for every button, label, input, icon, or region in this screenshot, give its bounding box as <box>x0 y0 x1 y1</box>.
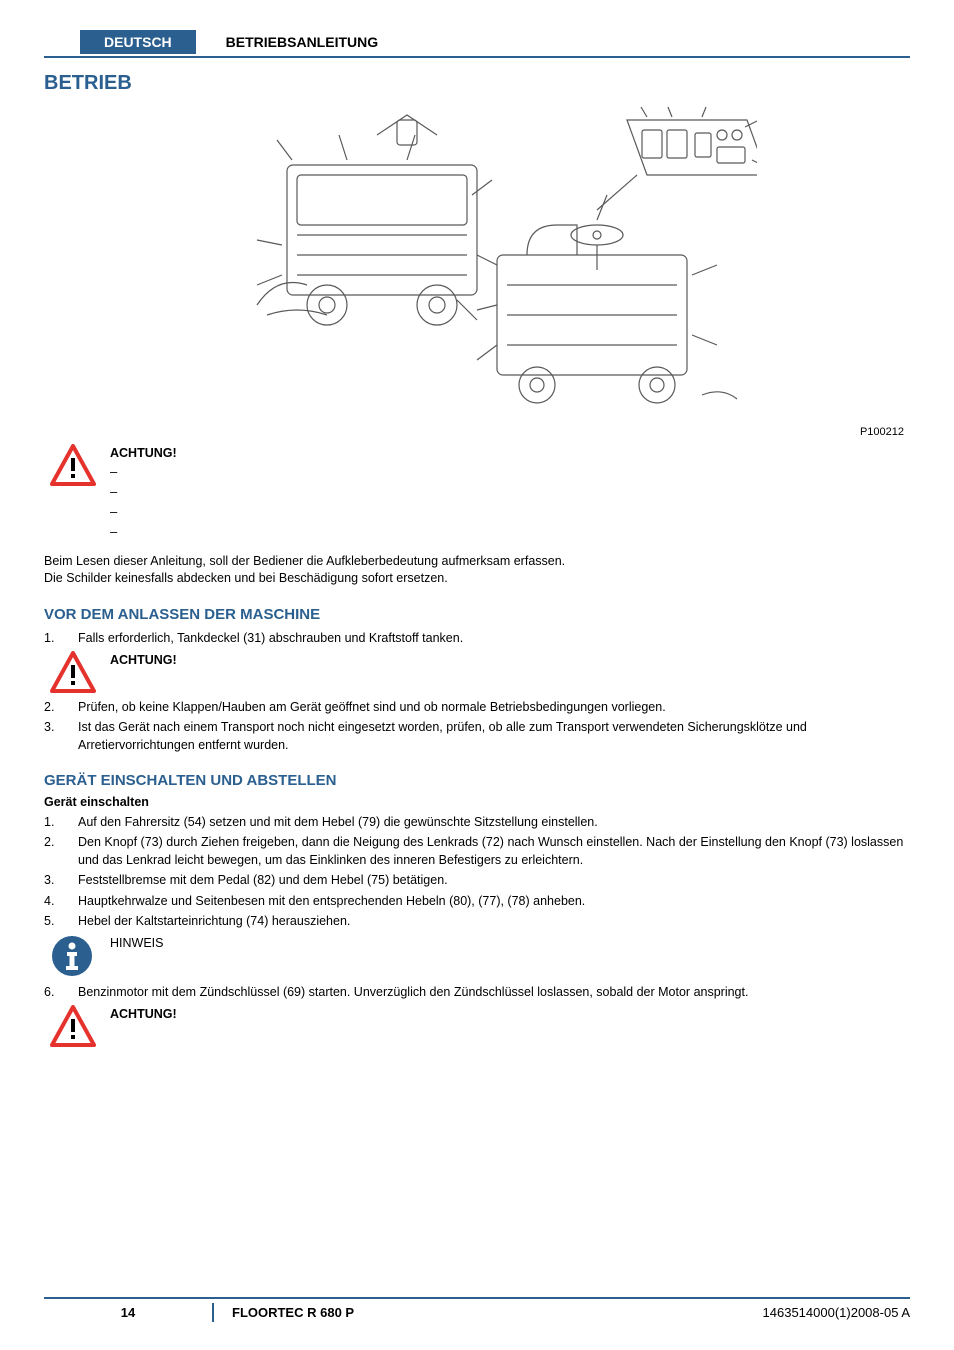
list-item: Benzinmotor mit dem Zündschlüssel (69) s… <box>78 983 910 1001</box>
warning-icon <box>50 651 96 698</box>
warning-dash-list <box>110 462 910 543</box>
page-header: DEUTSCH BETRIEBSANLEITUNG <box>44 30 910 58</box>
list-item: Falls erforderlich, Tankdeckel (31) absc… <box>78 629 910 647</box>
list-item: Den Knopf (73) durch Ziehen freigeben, d… <box>78 833 910 869</box>
page-footer: 14 FLOORTEC R 680 P 1463514000(1)2008-05… <box>44 1297 910 1322</box>
product-name: FLOORTEC R 680 P <box>214 1305 763 1320</box>
language-tab: DEUTSCH <box>80 30 196 54</box>
warning-icon <box>50 1005 96 1052</box>
warning-label: ACHTUNG! <box>110 446 910 460</box>
warning-label: ACHTUNG! <box>110 653 910 667</box>
before-start-list-2: Prüfen, ob keine Klappen/Hauben am Gerät… <box>44 698 910 754</box>
intro-line-1: Beim Lesen dieser Anleitung, soll der Be… <box>44 553 910 571</box>
warning-block-1: ACHTUNG! <box>50 444 910 543</box>
intro-text: Beim Lesen dieser Anleitung, soll der Be… <box>44 553 910 588</box>
warning-block-3: ACHTUNG! <box>50 1005 910 1052</box>
note-block: HINWEIS <box>50 934 910 983</box>
warning-icon <box>50 444 96 491</box>
list-item: Feststellbremse mit dem Pedal (82) und d… <box>78 871 910 889</box>
doc-code: 1463514000(1)2008-05 A <box>763 1305 910 1320</box>
on-off-list-1: Auf den Fahrersitz (54) setzen und mit d… <box>44 813 910 930</box>
warning-block-2: ACHTUNG! <box>50 651 910 698</box>
page-number: 14 <box>44 1303 214 1322</box>
list-item: Hebel der Kaltstarteinrichtung (74) hera… <box>78 912 910 930</box>
subhead-on-off: GERÄT EINSCHALTEN UND ABSTELLEN <box>44 772 910 789</box>
note-label: HINWEIS <box>110 936 910 950</box>
intro-line-2: Die Schilder keinesfalls abdecken und be… <box>44 570 910 588</box>
list-item: Prüfen, ob keine Klappen/Hauben am Gerät… <box>78 698 910 716</box>
list-item: Ist das Gerät nach einem Transport noch … <box>78 718 910 754</box>
warning-label: ACHTUNG! <box>110 1007 910 1021</box>
info-icon <box>50 934 96 983</box>
list-item: Hauptkehrwalze und Seitenbesen mit den e… <box>78 892 910 910</box>
before-start-list-1: Falls erforderlich, Tankdeckel (31) absc… <box>44 629 910 647</box>
list-item: Auf den Fahrersitz (54) setzen und mit d… <box>78 813 910 831</box>
on-off-list-2: Benzinmotor mit dem Zündschlüssel (69) s… <box>44 983 910 1001</box>
sub-bold-on: Gerät einschalten <box>44 795 910 809</box>
figure-code: P100212 <box>44 426 910 438</box>
machine-diagram <box>44 105 910 420</box>
subhead-before-start: VOR DEM ANLASSEN DER MASCHINE <box>44 606 910 623</box>
section-title: BETRIEB <box>44 72 910 95</box>
doc-type-label: BETRIEBSANLEITUNG <box>226 34 378 50</box>
